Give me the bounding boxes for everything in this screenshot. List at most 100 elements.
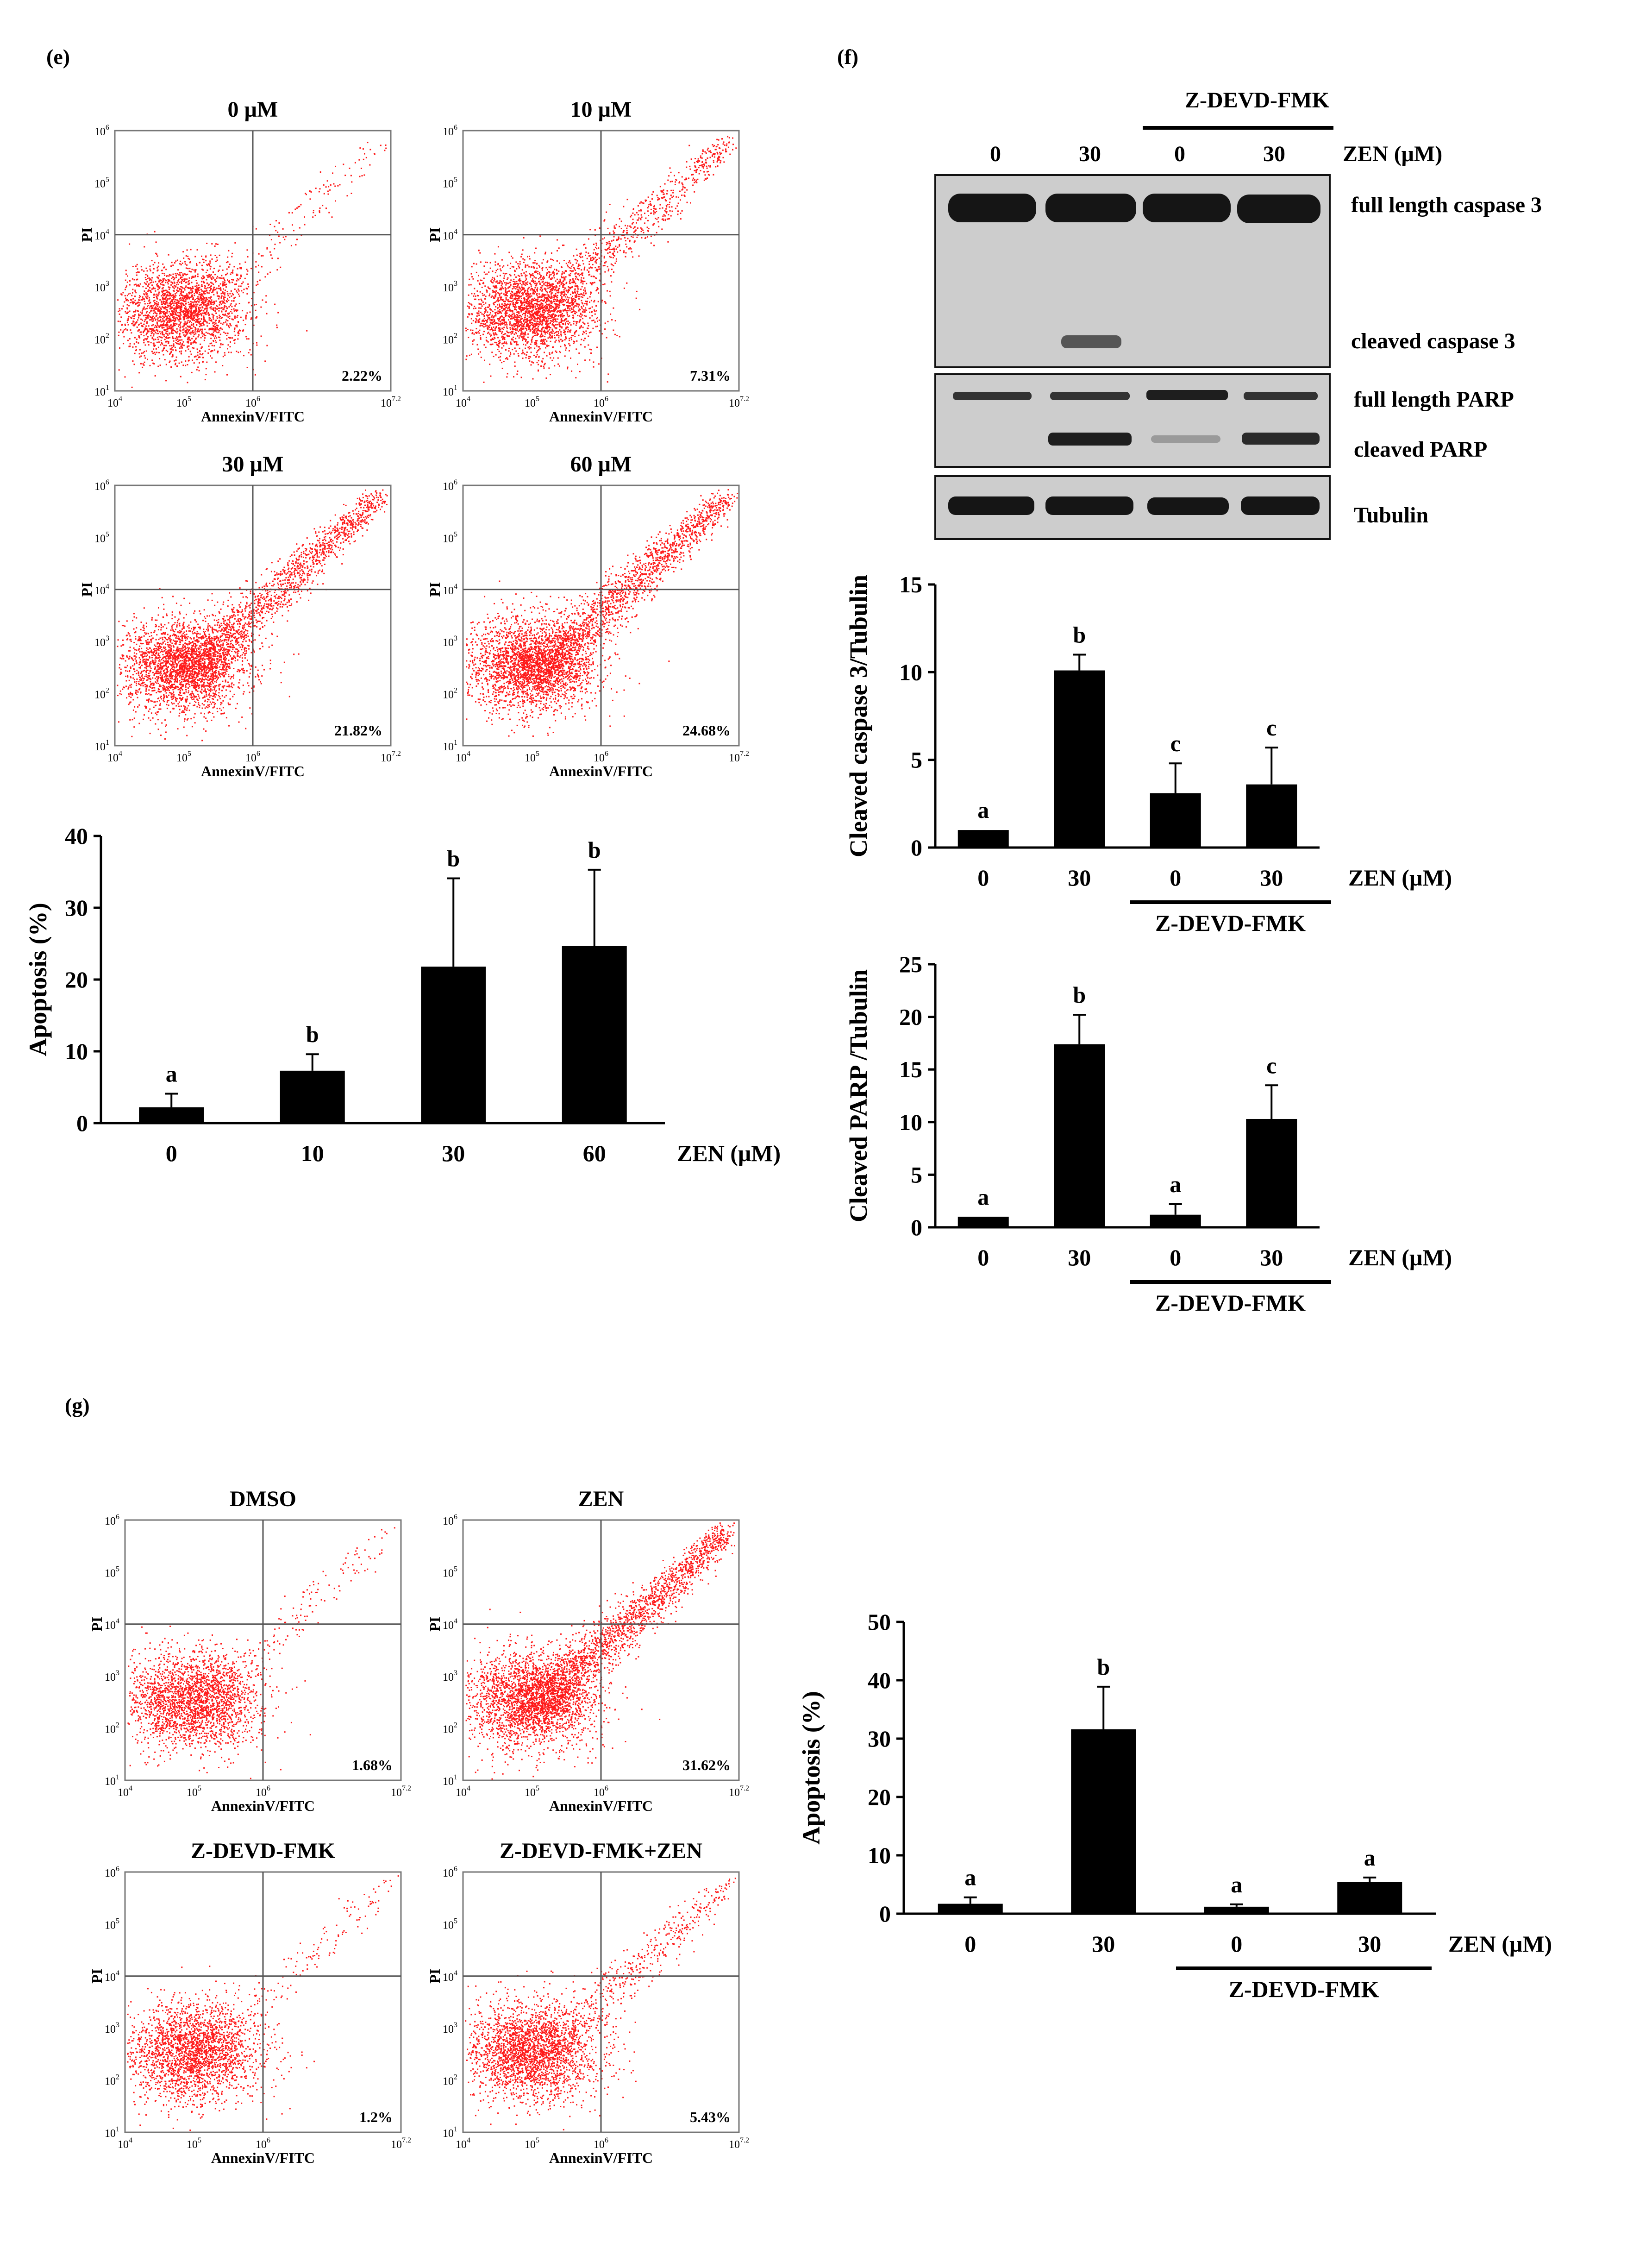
flow-point bbox=[198, 311, 200, 313]
flow-point bbox=[201, 302, 203, 304]
flow-point bbox=[539, 313, 541, 315]
flow-point bbox=[468, 294, 469, 296]
flow-point bbox=[589, 308, 591, 309]
flow-point bbox=[551, 272, 553, 274]
flow-point bbox=[196, 292, 198, 294]
flow-point bbox=[154, 352, 156, 353]
flow-point bbox=[190, 271, 192, 273]
flow-point bbox=[144, 361, 145, 363]
flow-point bbox=[503, 309, 505, 311]
flow-point bbox=[534, 290, 536, 292]
flow-point bbox=[200, 320, 201, 322]
flow-point bbox=[480, 338, 482, 339]
flow-point bbox=[197, 296, 199, 298]
flow-point bbox=[246, 273, 248, 275]
flow-point bbox=[199, 329, 201, 331]
flow-point bbox=[275, 220, 277, 222]
flow-point bbox=[248, 302, 250, 304]
flow-point bbox=[522, 289, 524, 290]
flow-point bbox=[478, 310, 480, 312]
flow-point bbox=[225, 321, 226, 323]
flow-point bbox=[165, 279, 167, 281]
flow-point bbox=[533, 319, 535, 321]
flow-point bbox=[525, 264, 527, 266]
flow-point bbox=[166, 275, 168, 277]
flow-point bbox=[153, 348, 155, 350]
flow-point bbox=[155, 312, 156, 314]
flow-point bbox=[496, 344, 498, 346]
flow-point bbox=[501, 319, 502, 321]
flow-point bbox=[152, 264, 154, 266]
flow-point bbox=[180, 264, 182, 266]
flow-point bbox=[177, 291, 179, 292]
flow-point bbox=[228, 325, 230, 327]
flow-point bbox=[170, 304, 172, 306]
flow-point bbox=[483, 282, 484, 283]
flow-point bbox=[166, 327, 168, 329]
flow-point bbox=[589, 348, 591, 350]
flow-point bbox=[181, 297, 183, 299]
flow-point bbox=[145, 350, 147, 352]
flow-point bbox=[192, 294, 193, 296]
flow-point bbox=[255, 309, 257, 311]
flow-point bbox=[482, 333, 484, 335]
flow-point bbox=[197, 328, 199, 330]
flow-point bbox=[469, 314, 470, 315]
flow-point bbox=[164, 339, 166, 340]
flow-point bbox=[563, 329, 565, 331]
flow-point bbox=[196, 284, 198, 286]
flow-point bbox=[552, 352, 553, 353]
flow-point bbox=[323, 193, 325, 195]
flow-point bbox=[551, 352, 553, 354]
flow-point bbox=[132, 301, 134, 303]
flow-point bbox=[250, 354, 252, 356]
flow-point bbox=[219, 265, 221, 267]
flow-point bbox=[136, 279, 138, 281]
flow-point bbox=[510, 297, 512, 299]
flow-point bbox=[180, 314, 182, 316]
flow-point bbox=[224, 305, 225, 307]
flow-point bbox=[171, 277, 173, 279]
flow-point bbox=[194, 299, 196, 300]
flow-point bbox=[195, 290, 197, 292]
flow-point bbox=[475, 298, 476, 300]
flow-point bbox=[177, 280, 179, 282]
flow-point bbox=[475, 308, 476, 309]
flow-point bbox=[171, 313, 173, 315]
flow-point bbox=[162, 284, 164, 286]
flow-point bbox=[180, 336, 181, 338]
flow-point bbox=[538, 297, 540, 298]
flow-point bbox=[572, 293, 574, 294]
flow-point bbox=[552, 325, 554, 327]
flow-point bbox=[697, 162, 699, 163]
flow-point bbox=[548, 296, 550, 298]
flow-point bbox=[553, 277, 555, 279]
flow-point bbox=[135, 322, 137, 324]
flow-point bbox=[483, 277, 485, 279]
flow-point bbox=[509, 308, 511, 310]
flow-point bbox=[199, 353, 201, 355]
flow-point bbox=[561, 327, 563, 329]
flow-point bbox=[546, 299, 548, 301]
flow-point bbox=[119, 313, 120, 315]
flow-point bbox=[513, 281, 514, 282]
flow-point bbox=[499, 305, 501, 307]
flow-point bbox=[181, 350, 182, 352]
flow-point bbox=[513, 341, 515, 343]
flow-point bbox=[229, 323, 231, 325]
flow-point bbox=[196, 305, 198, 307]
flow-point bbox=[535, 322, 537, 324]
flow-point bbox=[598, 292, 600, 294]
flow-point bbox=[560, 282, 562, 283]
flow-point bbox=[536, 333, 538, 335]
flow-point bbox=[529, 256, 530, 257]
flow-point bbox=[567, 316, 569, 318]
flow-point bbox=[524, 259, 526, 261]
flow-point bbox=[208, 345, 210, 347]
flow-point bbox=[525, 310, 526, 312]
flow-point bbox=[519, 283, 521, 284]
flow-point bbox=[535, 334, 537, 336]
flow-point bbox=[547, 332, 549, 334]
flow-point bbox=[537, 301, 539, 302]
flow-point bbox=[175, 364, 176, 365]
